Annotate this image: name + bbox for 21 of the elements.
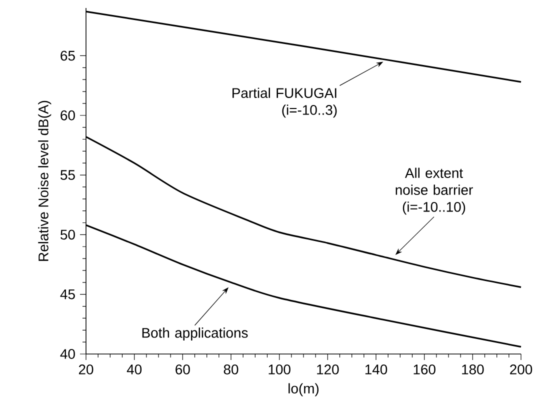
y-tick-label: 50 (60, 230, 75, 240)
y-tick-label: 40 (60, 349, 75, 359)
x-tick-label: 60 (176, 364, 190, 374)
x-tick-label: 20 (78, 364, 94, 374)
annotation: Both applications (142, 328, 248, 341)
y-tick-label: 65 (60, 50, 75, 61)
x-tick-label: 100 (268, 364, 290, 374)
x-tick-label: 140 (365, 364, 388, 374)
y-tick-label: 60 (60, 110, 75, 120)
x-tick-label: 80 (224, 364, 238, 374)
x-tick-label: 120 (317, 364, 339, 374)
annotation: Partial FUKUGAI (i=-10..3) (232, 88, 337, 118)
x-tick-label: 180 (462, 364, 484, 374)
y-axis-title: Relative Noise level dB(A) (38, 100, 52, 261)
x-tick-label: 200 (510, 364, 532, 374)
y-tick-label: 55 (60, 170, 75, 180)
x-tick-label: 160 (414, 364, 436, 374)
x-axis-title: lo(m) (288, 383, 319, 396)
y-tick-label: 45 (60, 289, 75, 300)
annotation: All extent noise barrier (i=-10..10) (396, 168, 473, 215)
x-tick-label: 40 (126, 364, 142, 374)
